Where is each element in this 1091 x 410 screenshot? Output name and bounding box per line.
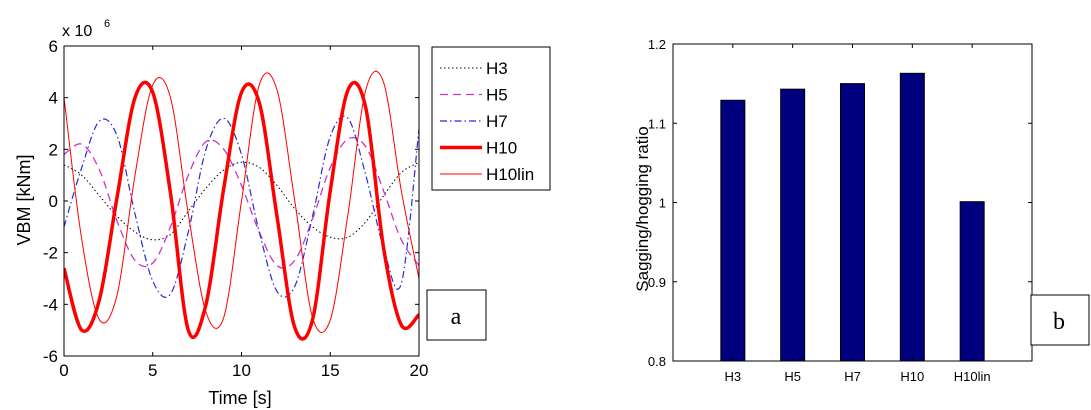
y-tick-label: -2 xyxy=(43,244,58,263)
series-line-h5 xyxy=(64,136,419,269)
y-tick-label: -6 xyxy=(43,347,58,366)
x-tick-label: H10 xyxy=(900,369,924,384)
legend-label-h5: H5 xyxy=(486,86,508,105)
x-axis-label-a: Time [s] xyxy=(208,388,271,408)
bar-h10 xyxy=(899,72,925,362)
x-tick-label: 10 xyxy=(232,361,251,380)
x-tick-label: H5 xyxy=(784,369,801,384)
y-axis-label-a: VBM [kNm] xyxy=(14,154,34,245)
x-tick-label: H7 xyxy=(844,369,861,384)
x-tick-label: 0 xyxy=(59,361,68,380)
series-line-h3 xyxy=(64,161,419,241)
legend-a: H3 H5 H7 H10 H10lin xyxy=(431,46,551,191)
legend-box xyxy=(431,46,551,191)
bar-chart-panel-b: Sagging/hogging ratio 0.8 0.9 1 1.1 1.2 H3 H5… xyxy=(633,37,1090,384)
x-tick-label: H10lin xyxy=(954,369,991,384)
x-tick-label: 5 xyxy=(148,361,157,380)
series-line-h10 xyxy=(64,80,419,341)
bar-h7 xyxy=(840,83,865,362)
y-tick-label: 4 xyxy=(49,89,58,108)
y-multiplier-label: x 10 xyxy=(62,23,92,40)
y-tick-label: 2 xyxy=(49,140,58,159)
panel-label-box-a xyxy=(426,289,487,341)
bar-h3 xyxy=(720,99,746,362)
panel-label-a: a xyxy=(451,304,462,330)
y-tick-label: 1.2 xyxy=(648,37,666,52)
y-exponent-label: 6 xyxy=(104,18,110,30)
bar-h10lin xyxy=(959,201,985,362)
y-axis-label-b: Sagging/hogging ratio xyxy=(633,126,652,291)
legend-label-h7: H7 xyxy=(486,112,508,131)
y-tick-label: 0.9 xyxy=(648,275,666,290)
y-tick-label: 6 xyxy=(49,37,58,56)
x-tick-label: 20 xyxy=(410,361,429,380)
y-tick-label: 0 xyxy=(49,192,58,211)
panel-label-box-b xyxy=(1030,294,1090,346)
y-tick-label: -4 xyxy=(43,295,58,314)
legend-label-h3: H3 xyxy=(486,59,508,78)
y-tick-label: 0.8 xyxy=(648,354,666,369)
y-tick-label: 1.1 xyxy=(648,116,666,131)
legend-label-h10lin: H10lin xyxy=(486,165,534,184)
panel-label-b: b xyxy=(1053,309,1065,335)
bar-h5 xyxy=(780,88,806,362)
series-line-h10lin xyxy=(64,70,419,333)
x-tick-label: H3 xyxy=(725,369,742,384)
line-chart-panel-a: x 10 6 VBM [kNm] Time [s] 0 5 10 15 20 -6-4-… xyxy=(14,18,551,408)
y-tick-label: 1 xyxy=(659,196,666,211)
x-tick-label: 15 xyxy=(321,361,340,380)
series-line-h7 xyxy=(64,115,419,298)
legend-label-h10: H10 xyxy=(486,139,517,158)
